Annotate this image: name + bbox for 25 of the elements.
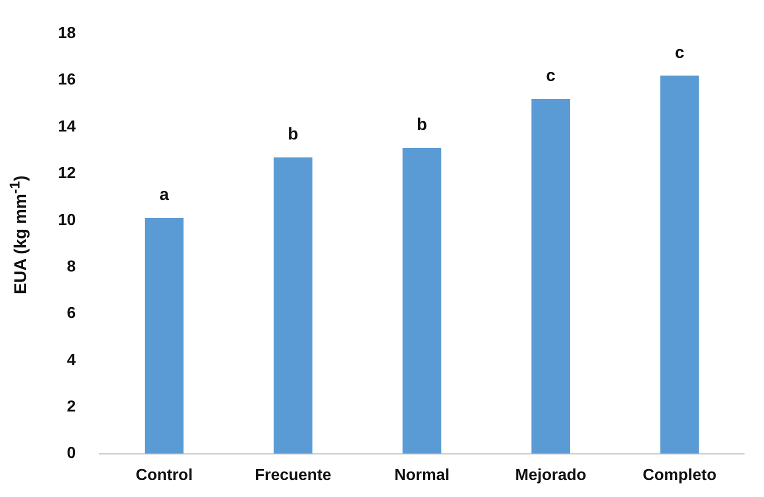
y-tick-label: 8 — [66, 258, 76, 276]
bar — [274, 157, 312, 454]
x-tick-label: Normal — [394, 466, 450, 484]
x-tick-label: Mejorado — [515, 466, 587, 484]
annotation: b — [416, 115, 428, 134]
annotation: c — [546, 66, 556, 86]
y-tick-label: 12 — [58, 165, 76, 182]
x-tick-label: Frecuente — [254, 466, 332, 484]
y-tick-label: 0 — [66, 445, 76, 462]
annotation: a — [159, 185, 170, 204]
y-tick-label: 4 — [66, 352, 76, 369]
y-tick-label: 16 — [58, 72, 76, 89]
annotation: b — [288, 124, 298, 144]
x-tick-label: Completo — [642, 466, 717, 484]
x-tick-label: Control — [136, 466, 193, 484]
bar — [144, 218, 184, 454]
y-tick-label: 14 — [58, 118, 76, 136]
bar — [660, 76, 699, 454]
bar — [531, 98, 570, 454]
y-tick-label: 10 — [58, 212, 76, 229]
y-tick-label: 2 — [66, 398, 76, 416]
y-tick-label: 18 — [58, 25, 76, 42]
annotation: c — [674, 42, 684, 62]
bar — [402, 148, 442, 454]
y-tick-label: 6 — [66, 305, 76, 322]
